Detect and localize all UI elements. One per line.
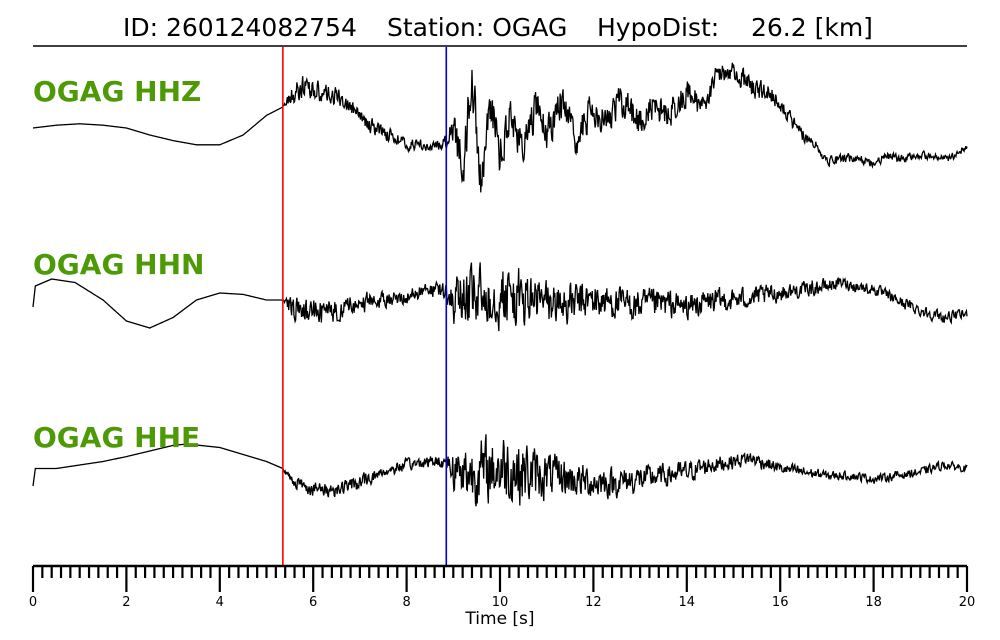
x-tick-label: 6 — [309, 595, 317, 610]
x-tick-label: 10 — [492, 595, 509, 610]
x-tick-label: 20 — [959, 595, 976, 610]
x-axis-label: Time [s] — [464, 609, 534, 629]
trace-label-hhn: OGAG HHN — [33, 248, 205, 281]
trace-label-hhz: OGAG HHZ — [33, 75, 201, 108]
x-tick-label: 16 — [772, 595, 789, 610]
traces-group — [32, 62, 968, 507]
waveform-hhz — [32, 62, 968, 193]
station-text: Station: OGAG — [387, 13, 567, 42]
x-tick-label: 4 — [216, 595, 224, 610]
x-tick-label: 12 — [585, 595, 602, 610]
hypodist-text: HypoDist: 26.2 [km] — [597, 13, 873, 42]
time-axis: 0 2 4 6 8 10 12 14 16 18 20 — [29, 564, 976, 610]
x-tick-label: 18 — [865, 595, 882, 610]
plot-header: ID: 260124082754 Station: OGAG HypoDist:… — [33, 13, 967, 47]
trace-label-hhe: OGAG HHE — [33, 421, 200, 454]
waveform-hhe — [32, 434, 968, 507]
x-tick-label: 14 — [679, 595, 696, 610]
waveform-hhn — [32, 262, 968, 332]
x-tick-label: 2 — [122, 595, 130, 610]
phase-picks — [282, 47, 448, 566]
x-tick-label: 0 — [29, 595, 37, 610]
event-id-text: ID: 260124082754 — [123, 13, 357, 42]
x-tick-label: 8 — [402, 595, 410, 610]
